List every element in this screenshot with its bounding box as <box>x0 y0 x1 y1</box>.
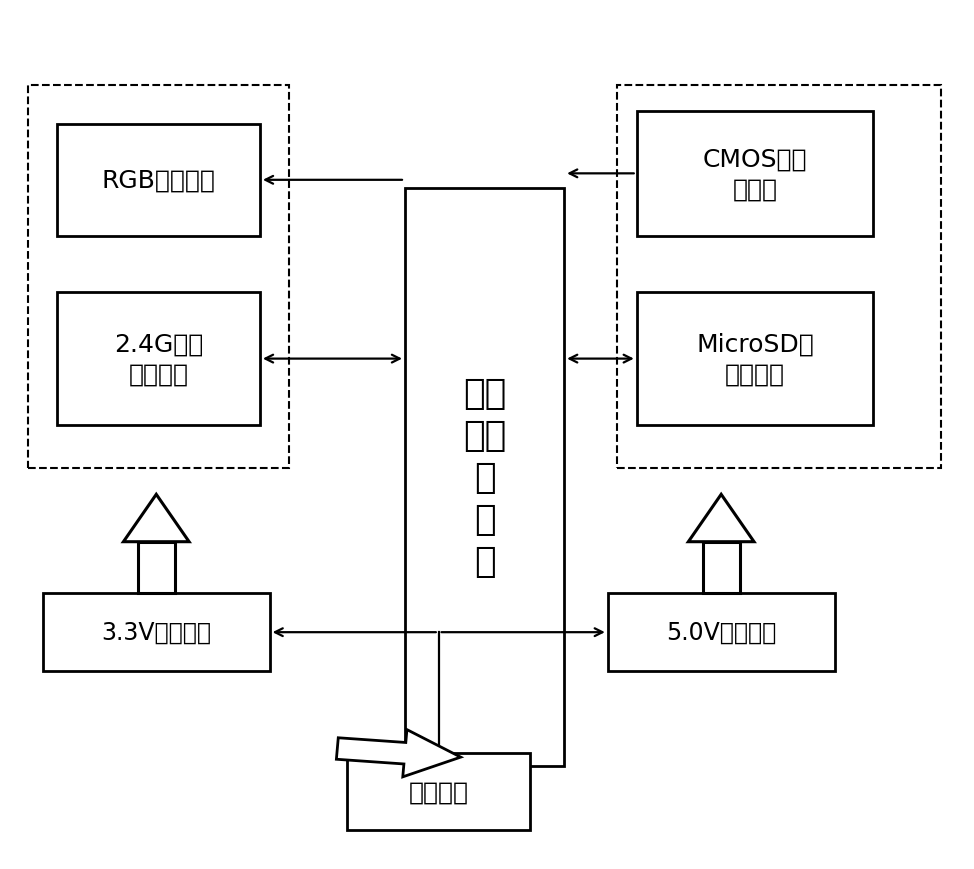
Bar <box>703 542 739 594</box>
Bar <box>637 293 874 426</box>
Bar <box>43 594 270 671</box>
Bar <box>28 86 289 469</box>
Bar <box>637 112 874 236</box>
Text: 电源模块: 电源模块 <box>409 779 468 804</box>
Bar <box>57 293 260 426</box>
Polygon shape <box>336 730 461 777</box>
Text: CMOS视觉
传感器: CMOS视觉 传感器 <box>702 148 807 201</box>
Bar <box>608 594 835 671</box>
Text: MicroSD卡
存储模块: MicroSD卡 存储模块 <box>696 332 814 386</box>
Polygon shape <box>689 494 754 542</box>
Bar <box>57 124 260 236</box>
Text: RGB射灯模块: RGB射灯模块 <box>101 169 215 193</box>
Polygon shape <box>124 494 189 542</box>
Text: 5.0V电源输出: 5.0V电源输出 <box>666 620 776 645</box>
Bar <box>618 86 941 469</box>
Bar <box>405 189 564 766</box>
Bar <box>347 753 531 831</box>
Text: 2.4G无线
通信模块: 2.4G无线 通信模块 <box>114 332 204 386</box>
Bar <box>138 542 174 594</box>
Text: 3.3V电源输出: 3.3V电源输出 <box>101 620 211 645</box>
Text: 微型
中央
控
制
器: 微型 中央 控 制 器 <box>463 376 506 579</box>
